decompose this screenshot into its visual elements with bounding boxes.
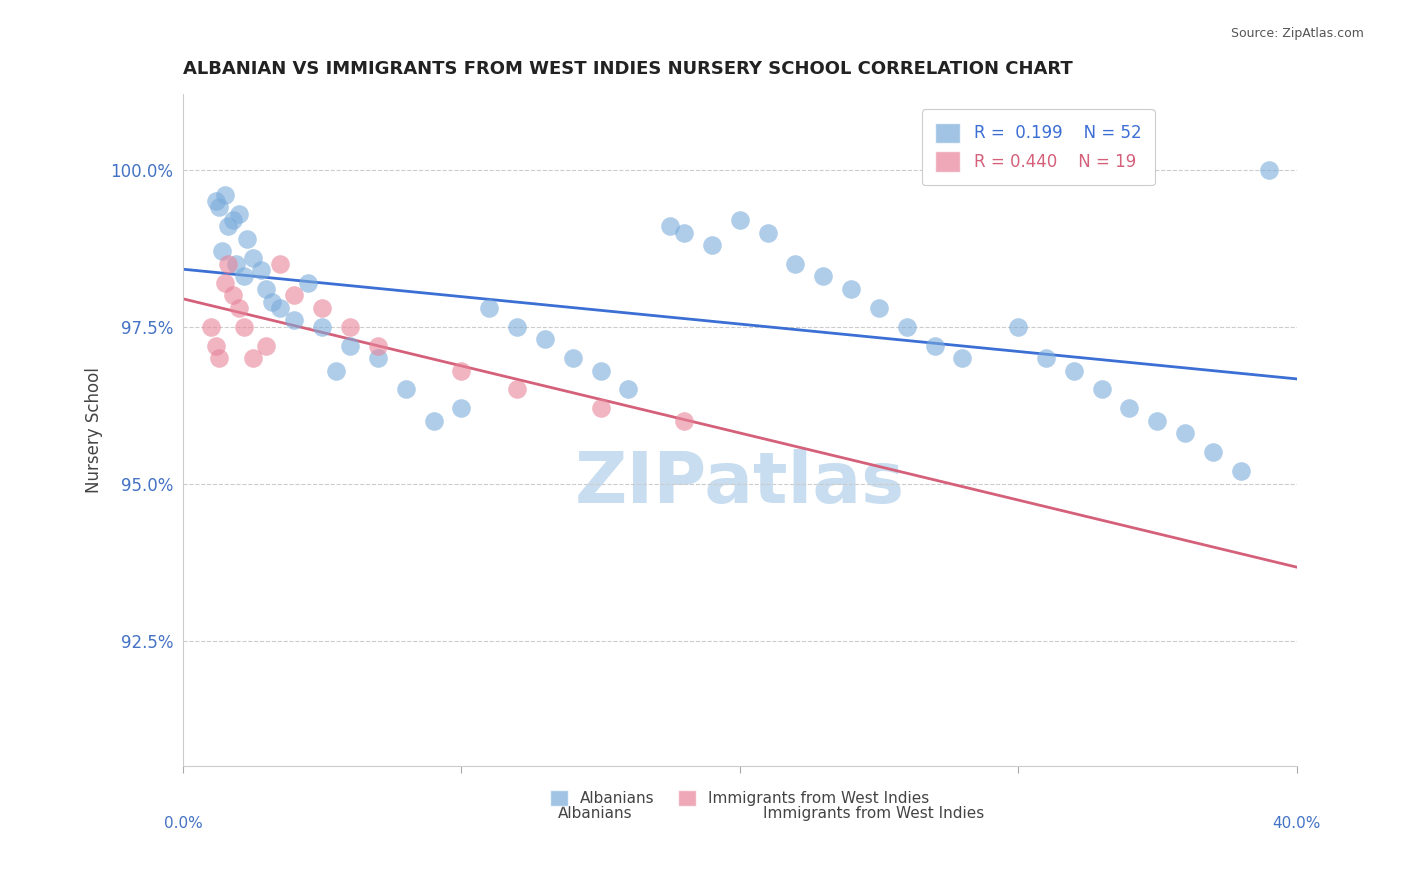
Point	[228, 207, 250, 221]
Y-axis label: Nursery School: Nursery School	[86, 368, 103, 493]
Point	[868, 301, 890, 315]
Point	[1257, 162, 1279, 177]
Point	[367, 338, 389, 352]
Point	[659, 219, 682, 234]
Point	[673, 414, 696, 428]
Text: Albanians: Albanians	[558, 806, 633, 822]
Point	[236, 232, 259, 246]
Point	[1091, 383, 1114, 397]
Point	[589, 363, 612, 377]
Point	[250, 263, 273, 277]
Point	[589, 401, 612, 416]
Point	[222, 288, 245, 302]
Point	[506, 319, 529, 334]
Point	[311, 301, 333, 315]
Point	[1202, 445, 1225, 459]
Point	[813, 269, 835, 284]
Point	[205, 338, 228, 352]
Point	[450, 363, 472, 377]
Point	[1230, 464, 1253, 478]
Point	[1007, 319, 1029, 334]
Text: ZIPatlas: ZIPatlas	[575, 450, 905, 518]
Point	[222, 213, 245, 227]
Point	[785, 257, 807, 271]
Point	[297, 276, 319, 290]
Point	[228, 301, 250, 315]
Text: Immigrants from West Indies: Immigrants from West Indies	[762, 806, 984, 822]
Text: 40.0%: 40.0%	[1272, 816, 1320, 831]
Point	[225, 257, 247, 271]
Point	[339, 338, 361, 352]
Point	[325, 363, 347, 377]
Point	[700, 238, 723, 252]
Point	[617, 383, 640, 397]
Point	[728, 213, 751, 227]
Point	[534, 332, 557, 346]
Point	[217, 219, 239, 234]
Point	[217, 257, 239, 271]
Point	[211, 244, 233, 259]
Point	[233, 269, 256, 284]
Point	[673, 226, 696, 240]
Point	[422, 414, 444, 428]
Point	[208, 351, 231, 365]
Point	[233, 319, 256, 334]
Point	[1174, 426, 1197, 441]
Legend: Albanians, Immigrants from West Indies: Albanians, Immigrants from West Indies	[544, 784, 936, 812]
Text: ALBANIAN VS IMMIGRANTS FROM WEST INDIES NURSERY SCHOOL CORRELATION CHART: ALBANIAN VS IMMIGRANTS FROM WEST INDIES …	[183, 60, 1073, 78]
Point	[283, 288, 305, 302]
Point	[395, 383, 418, 397]
Point	[269, 257, 291, 271]
Point	[269, 301, 291, 315]
Point	[1063, 363, 1085, 377]
Point	[924, 338, 946, 352]
Point	[260, 294, 283, 309]
Point	[208, 201, 231, 215]
Point	[242, 351, 264, 365]
Point	[896, 319, 918, 334]
Point	[478, 301, 501, 315]
Point	[256, 338, 278, 352]
Point	[561, 351, 583, 365]
Point	[367, 351, 389, 365]
Point	[205, 194, 228, 208]
Point	[1146, 414, 1168, 428]
Point	[256, 282, 278, 296]
Point	[339, 319, 361, 334]
Point	[200, 319, 222, 334]
Point	[506, 383, 529, 397]
Text: Source: ZipAtlas.com: Source: ZipAtlas.com	[1230, 27, 1364, 40]
Point	[214, 276, 236, 290]
Point	[756, 226, 779, 240]
Point	[214, 187, 236, 202]
Text: 0.0%: 0.0%	[163, 816, 202, 831]
Point	[242, 251, 264, 265]
Point	[450, 401, 472, 416]
Point	[1118, 401, 1140, 416]
Point	[1035, 351, 1057, 365]
Point	[839, 282, 862, 296]
Point	[311, 319, 333, 334]
Point	[952, 351, 974, 365]
Point	[283, 313, 305, 327]
